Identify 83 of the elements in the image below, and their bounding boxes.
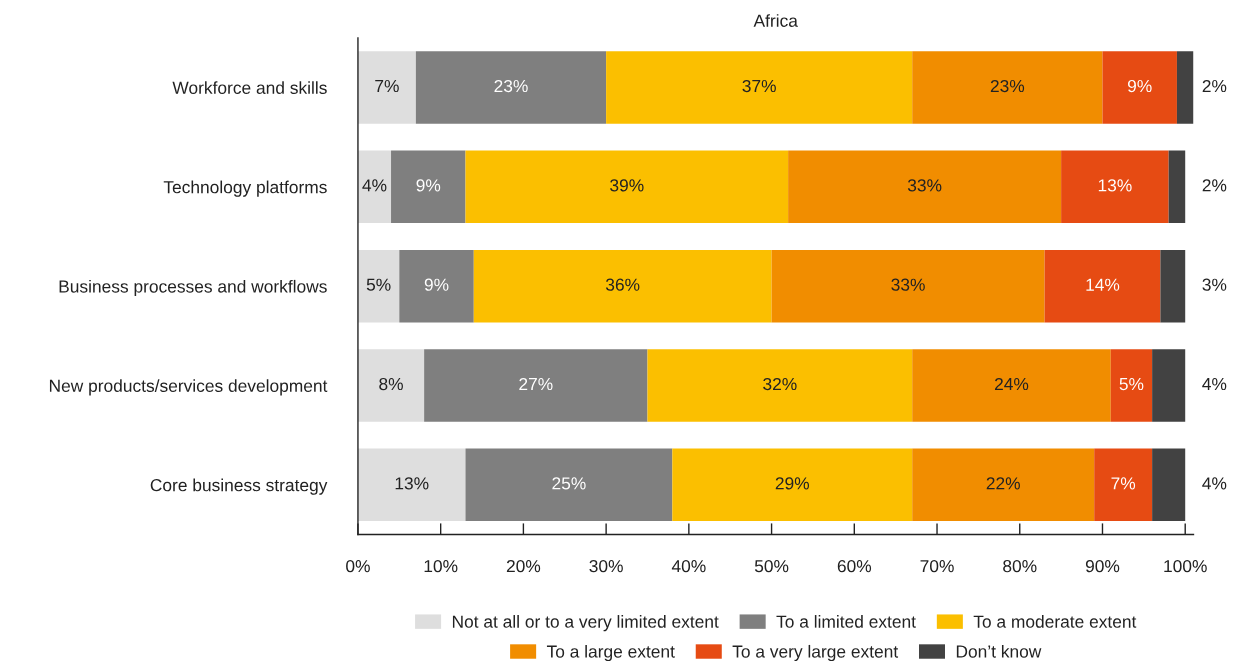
- bar: [1102, 51, 1177, 124]
- bar: [1152, 448, 1186, 522]
- bar: [912, 349, 1111, 422]
- data-label: 13%: [395, 477, 429, 490]
- bar: [391, 150, 466, 224]
- data-label: 9%: [424, 278, 449, 291]
- bar: [399, 249, 474, 323]
- data-label: 14%: [1086, 278, 1120, 291]
- x-tick-label: 100%: [1164, 559, 1207, 573]
- x-tick-label: 10%: [424, 559, 458, 573]
- legend-label: To a moderate extent: [973, 615, 1137, 628]
- bar: [465, 448, 673, 522]
- data-label: 7%: [375, 79, 399, 93]
- bar: [647, 349, 913, 422]
- bar: [912, 51, 1103, 124]
- bar: [357, 249, 400, 323]
- bar: [1176, 51, 1194, 124]
- data-label: 8%: [379, 377, 403, 391]
- data-label: 9%: [1127, 79, 1152, 93]
- x-tick-label: 70%: [920, 559, 954, 573]
- chart-title: Africa: [753, 14, 798, 27]
- bar: [424, 349, 648, 422]
- data-label: 4%: [1202, 377, 1227, 391]
- legend-label: Not at all or to a very limited extent: [452, 615, 719, 632]
- legend-label: To a large extent: [546, 644, 675, 662]
- x-tick-label: 80%: [1003, 559, 1037, 573]
- data-label: 33%: [907, 179, 942, 192]
- bar: [473, 249, 772, 323]
- bar: [357, 51, 416, 124]
- bar: [1160, 249, 1186, 323]
- bar: [1110, 349, 1153, 422]
- data-label: 23%: [494, 79, 528, 93]
- bar: [672, 448, 913, 522]
- bar: [606, 51, 913, 124]
- data-label: 7%: [1111, 477, 1136, 490]
- legend-label: To a limited extent: [776, 615, 916, 628]
- y-tick-label: Business processes and workflows: [59, 279, 327, 297]
- data-label: 13%: [1098, 179, 1132, 192]
- legend-label: Don’t know: [956, 644, 1042, 658]
- bar: [415, 51, 607, 124]
- x-tick-label: 0%: [346, 559, 370, 573]
- data-label: 22%: [986, 477, 1020, 490]
- data-label: 33%: [891, 278, 925, 291]
- data-label: 4%: [1202, 477, 1227, 490]
- data-label: 5%: [366, 278, 391, 291]
- bar: [771, 249, 1045, 323]
- y-tick-label: Workforce and skills: [172, 81, 327, 94]
- x-tick-label: 50%: [754, 559, 789, 573]
- data-label: 23%: [990, 79, 1025, 93]
- x-tick-label: 30%: [589, 559, 623, 573]
- y-tick-label: Technology platforms: [163, 180, 327, 197]
- x-tick-label: 40%: [671, 559, 706, 573]
- y-tick-label: Core business strategy: [150, 478, 328, 495]
- bar: [357, 150, 392, 224]
- data-label: 5%: [1119, 377, 1144, 391]
- data-label: 4%: [362, 179, 387, 192]
- data-label: 25%: [552, 477, 586, 490]
- y-tick-label: New products/services development: [49, 379, 328, 396]
- bar: [465, 150, 789, 224]
- data-label: 39%: [610, 179, 644, 192]
- data-label: 2%: [1202, 79, 1227, 93]
- bar: [1044, 249, 1161, 323]
- bar: [788, 150, 1062, 224]
- data-label: 36%: [605, 278, 640, 291]
- bar: [1152, 349, 1186, 422]
- bar: [357, 349, 425, 422]
- data-label: 24%: [994, 377, 1029, 391]
- x-tick-label: 20%: [506, 559, 541, 573]
- bar: [357, 448, 466, 522]
- data-label: 2%: [1202, 179, 1227, 192]
- bar: [912, 448, 1095, 522]
- bar: [1061, 150, 1169, 224]
- data-label: 3%: [1202, 278, 1227, 291]
- data-label: 37%: [742, 79, 776, 93]
- x-tick-label: 90%: [1085, 559, 1120, 573]
- bar: [1094, 448, 1153, 522]
- bar: [1168, 150, 1186, 224]
- x-tick-label: 60%: [837, 559, 872, 573]
- legend-label: To a very large extent: [732, 644, 899, 662]
- data-label: 27%: [519, 377, 553, 391]
- data-label: 32%: [763, 377, 797, 391]
- data-label: 9%: [416, 179, 441, 192]
- data-label: 29%: [775, 477, 810, 490]
